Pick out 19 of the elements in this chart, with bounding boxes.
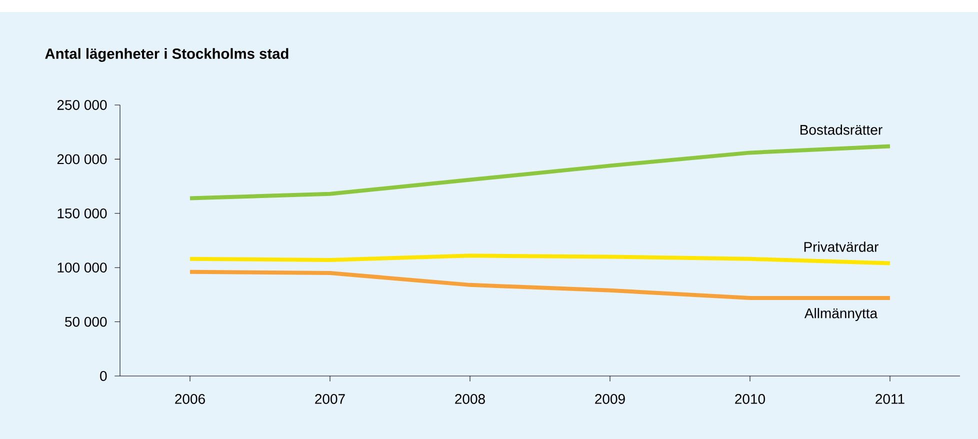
series-label: Privatvärdar	[804, 242, 878, 252]
series-label: Bostadsrätter	[800, 124, 882, 135]
x-tick-label: 2010	[735, 394, 766, 404]
y-tick-label: 150 000	[58, 208, 107, 218]
line-series	[188, 270, 892, 300]
x-tick-label: 2007	[315, 394, 345, 404]
y-tick-label: 200 000	[57, 154, 107, 164]
x-tick-label: 2009	[595, 394, 625, 404]
x-tick-label: 2011	[876, 394, 904, 404]
y-tick-label: 50 000	[65, 316, 107, 327]
line-series	[188, 144, 892, 200]
y-tick-label: 0	[100, 371, 107, 381]
x-tick-label: 2008	[455, 394, 485, 404]
series-label: Allmännytta	[804, 308, 878, 322]
y-tick-label: 250 000	[57, 100, 107, 110]
y-tick-label: 100 000	[58, 262, 107, 273]
x-tick-label: 2006	[175, 394, 205, 404]
chart-title: Antal lägenheter i Stockholms stad	[45, 48, 288, 62]
line-series	[188, 254, 892, 266]
